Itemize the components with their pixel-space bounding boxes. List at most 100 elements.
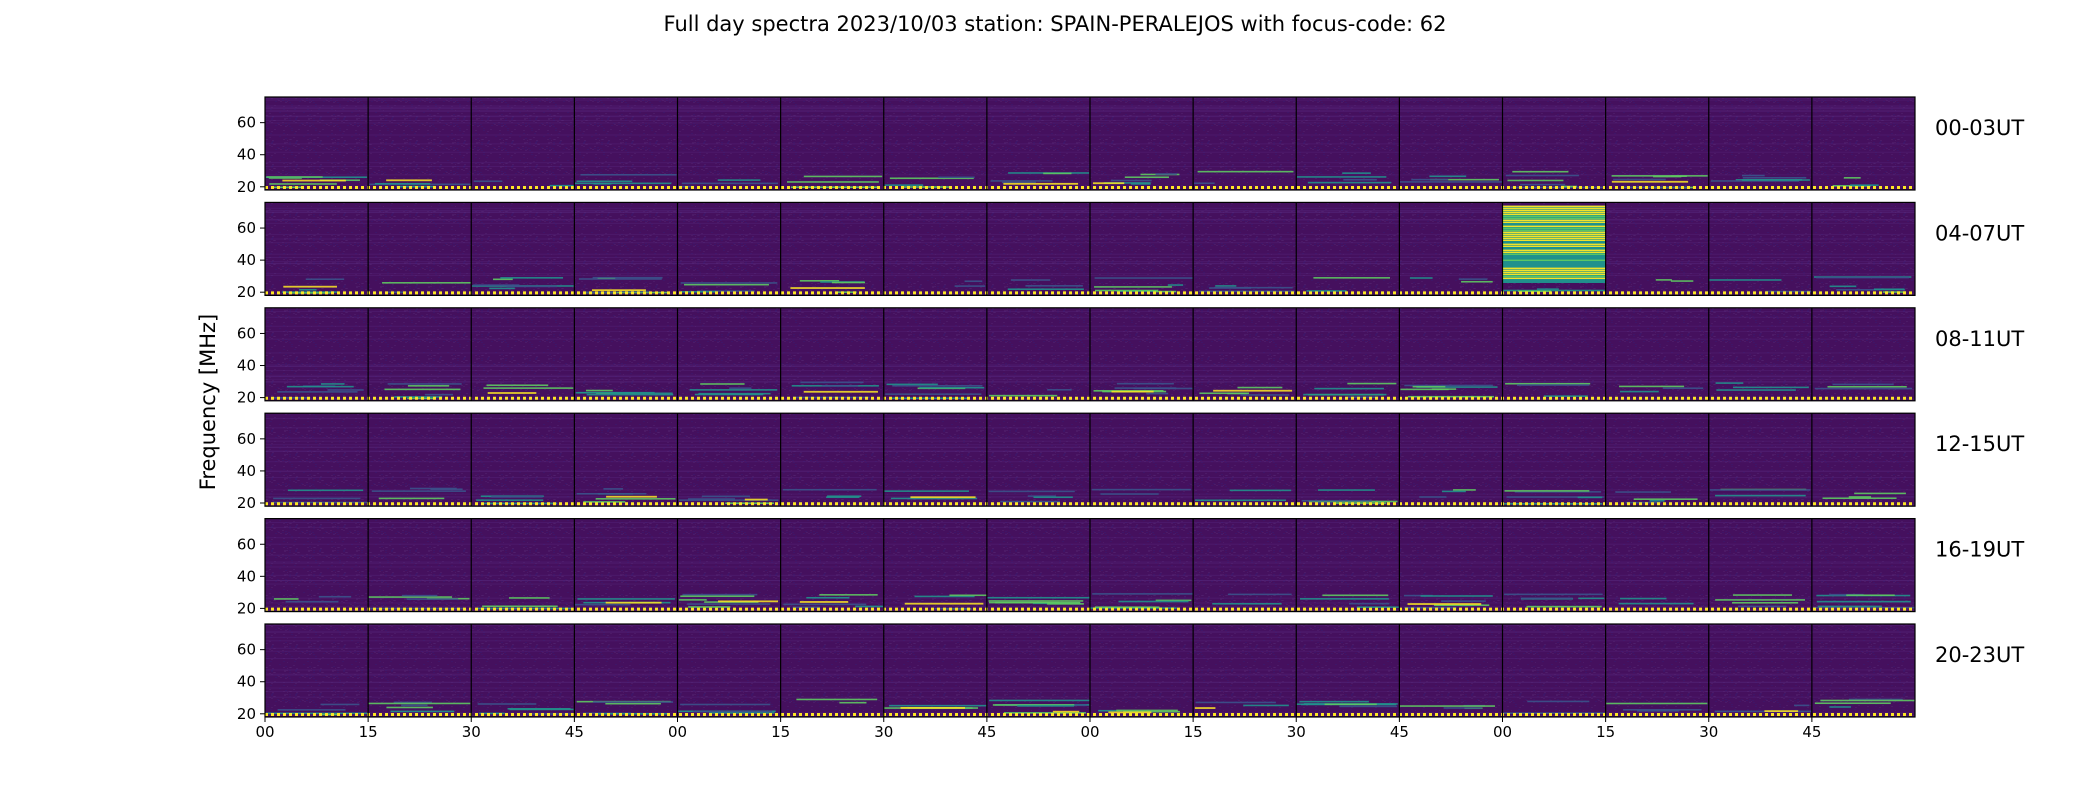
interference-streak <box>839 701 867 704</box>
interference-streak <box>580 173 677 176</box>
interference-streak <box>320 703 360 706</box>
interference-streak <box>889 177 974 180</box>
interference-streak <box>989 601 1081 604</box>
interference-streak <box>700 383 745 385</box>
interference-streak <box>576 492 647 495</box>
interference-streak <box>682 593 758 596</box>
interference-streak <box>1416 386 1498 388</box>
interference-streak <box>1441 600 1486 602</box>
interference-streak <box>1407 603 1482 605</box>
interference-streak <box>1521 597 1573 600</box>
interference-streak <box>1709 279 1782 281</box>
interference-streak <box>1130 183 1151 185</box>
interference-streak <box>1214 286 1293 289</box>
interference-streak <box>1502 502 1603 505</box>
interference-streak <box>1017 705 1075 707</box>
interference-streak <box>1111 390 1154 393</box>
interference-streak <box>1504 490 1590 492</box>
y-tick-label: 20 <box>237 599 256 617</box>
interference-streak <box>390 710 455 713</box>
interference-streak <box>305 278 345 281</box>
x-tick-label: 30 <box>1287 723 1306 741</box>
interference-streak <box>1195 499 1287 502</box>
spectra-row-20-23ut: 20 40 60 20-23UT <box>237 623 2024 723</box>
interference-streak <box>1633 498 1698 500</box>
interference-streak <box>1625 501 1662 504</box>
row-frame <box>264 307 1916 402</box>
interference-streak <box>681 182 779 185</box>
interference-streak <box>1348 602 1390 605</box>
interference-streak <box>698 392 771 395</box>
interference-streak <box>1116 709 1178 712</box>
interference-streak <box>1882 291 1906 293</box>
interference-streak <box>1517 290 1551 293</box>
interference-streak <box>286 385 354 388</box>
interference-streak <box>1577 496 1603 499</box>
interference-streak <box>1605 702 1708 705</box>
interference-streak <box>1047 389 1072 391</box>
interference-streak <box>1167 284 1184 286</box>
interference-streak <box>1505 174 1580 177</box>
interference-streak <box>964 280 983 283</box>
interference-streak <box>401 594 438 597</box>
interference-streak <box>1153 290 1177 293</box>
interference-streak <box>992 704 1075 706</box>
interference-streak <box>1322 594 1389 597</box>
x-tick-label: 45 <box>1802 723 1821 741</box>
interference-streak <box>386 179 432 182</box>
interference-streak <box>1356 606 1400 608</box>
interference-streak <box>718 600 779 603</box>
interference-streak <box>1403 594 1433 597</box>
interference-streak <box>1212 602 1282 605</box>
interference-streak <box>826 496 860 498</box>
interference-streak <box>1092 182 1125 185</box>
interference-streak <box>493 278 513 281</box>
interference-streak <box>1307 181 1392 184</box>
interference-streak <box>606 495 657 498</box>
interference-streak <box>1441 490 1466 493</box>
interference-streak <box>407 385 450 387</box>
interference-streak <box>1814 702 1891 705</box>
interference-streak <box>1025 285 1083 287</box>
interference-streak <box>1620 597 1667 600</box>
interference-streak <box>687 603 771 605</box>
interference-streak <box>591 289 646 292</box>
interference-streak <box>884 184 924 186</box>
interference-streak <box>1116 382 1174 385</box>
interference-streak <box>285 600 339 603</box>
interference-streak <box>1848 496 1872 498</box>
interference-streak <box>1733 386 1809 389</box>
interference-streak <box>1709 489 1811 491</box>
interference-streak <box>487 392 537 394</box>
interference-streak <box>506 285 557 288</box>
interference-streak <box>1094 286 1172 288</box>
interference-streak <box>1429 175 1467 178</box>
spectra-row-16-19ut: 20 40 60 16-19UT <box>237 517 2024 617</box>
interference-streak <box>287 489 364 492</box>
interference-streak <box>1342 172 1371 174</box>
interference-streak <box>1507 179 1564 182</box>
interference-streak <box>477 703 537 705</box>
interference-streak <box>1822 497 1897 500</box>
interference-streak <box>476 499 544 501</box>
interference-streak <box>319 713 338 716</box>
interference-streak <box>1764 710 1799 713</box>
interference-streak <box>709 712 775 714</box>
interference-streak <box>694 393 764 396</box>
interference-streak <box>1506 496 1604 498</box>
interference-streak <box>885 393 982 395</box>
interference-streak <box>586 393 674 396</box>
interference-streak <box>989 394 1058 397</box>
y-tick-label: 60 <box>237 641 256 659</box>
interference-streak <box>1649 499 1665 502</box>
interference-streak <box>1738 605 1787 608</box>
interference-streak <box>786 181 879 183</box>
interference-streak <box>1520 183 1566 186</box>
interference-streak <box>725 502 775 505</box>
interference-streak <box>277 391 358 393</box>
interference-streak <box>1409 277 1433 279</box>
interference-streak <box>680 703 771 706</box>
y-tick-label: 40 <box>237 567 256 585</box>
interference-streak <box>1505 382 1591 385</box>
